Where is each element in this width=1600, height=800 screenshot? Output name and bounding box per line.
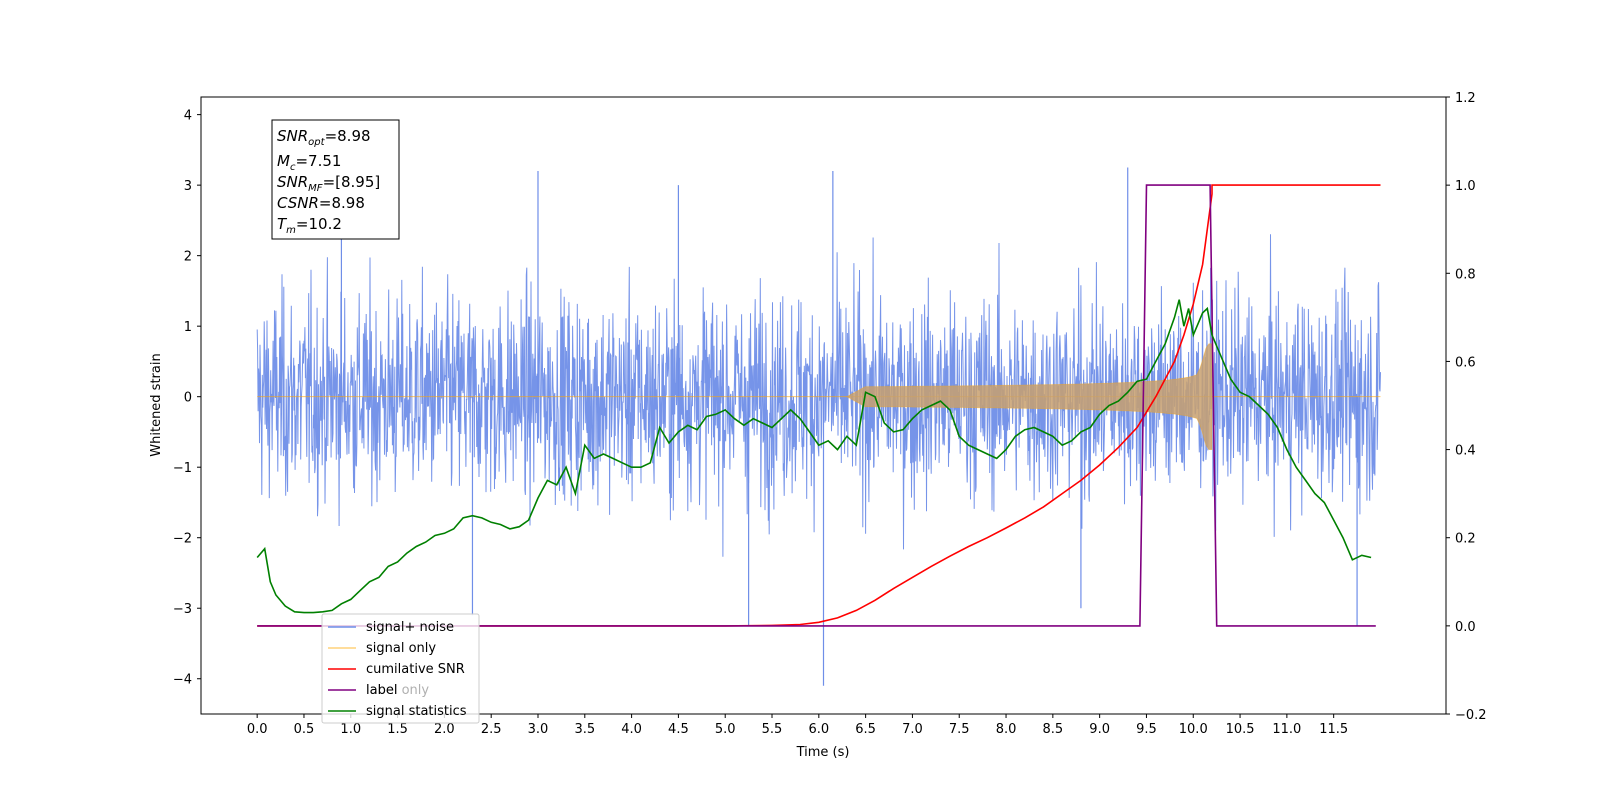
x-axis-label: Time (s) bbox=[796, 745, 850, 760]
x-tick-label: 10.0 bbox=[1179, 722, 1208, 737]
annotation-mc: Mc=7.51 bbox=[277, 152, 341, 173]
y2-tick-label: 0.8 bbox=[1455, 267, 1476, 282]
y2-tick-label: 1.0 bbox=[1455, 179, 1476, 194]
annotation-snr-opt: SNRopt=8.98 bbox=[277, 127, 371, 148]
x-tick-label: 9.0 bbox=[1089, 722, 1110, 737]
x-tick-label: 0.5 bbox=[294, 722, 315, 737]
legend: label only signal+ noise signal only cumil… bbox=[321, 613, 480, 724]
series-signal-only-chirp bbox=[846, 343, 1213, 450]
x-tick-label: 8.5 bbox=[1042, 722, 1063, 737]
y-tick-label: −3 bbox=[173, 602, 192, 617]
legend-label: signal statistics bbox=[366, 704, 467, 719]
y2-tick-label: 1.2 bbox=[1455, 91, 1476, 106]
y-tick-label: 4 bbox=[184, 109, 192, 124]
x-tick-label: 4.0 bbox=[621, 722, 642, 737]
annotation-snr-mf: SNRMF=[8.95] bbox=[277, 173, 380, 194]
annotation-frame bbox=[271, 119, 400, 240]
y-tick-label: −2 bbox=[173, 532, 192, 547]
annotation-box: SNRopt=8.98 Mc=7.51 SNRMF=[8.95] CSNR=8.… bbox=[271, 119, 400, 240]
x-axis: 0.0 0.5 1.0 1.5 2.0 2.5 3.0 3.5 4.0 4.5 5.0 5.5 6.0 6… bbox=[247, 714, 1348, 737]
y-tick-label: 3 bbox=[184, 179, 192, 194]
annotation-tm: Tm=10.2 bbox=[277, 215, 342, 236]
legend-frame bbox=[321, 613, 480, 724]
x-tick-label: 2.0 bbox=[434, 722, 455, 737]
x-tick-label: 2.5 bbox=[481, 722, 502, 737]
x-tick-label: 1.0 bbox=[340, 722, 361, 737]
series-signal-noise bbox=[256, 234, 1381, 557]
x-tick-label: 5.0 bbox=[715, 722, 736, 737]
series-cumulative-snr bbox=[257, 184, 1381, 627]
x-tick-label: 4.5 bbox=[668, 722, 689, 737]
y-axis-left: −4 −3 −2 −1 0 1 2 3 4 bbox=[173, 109, 201, 688]
x-tick-label: 6.5 bbox=[855, 722, 876, 737]
x-tick-label: 3.5 bbox=[574, 722, 595, 737]
x-tick-label: 7.0 bbox=[902, 722, 923, 737]
x-tick-label: 5.5 bbox=[762, 722, 783, 737]
legend-label: signal+ noise bbox=[366, 620, 454, 635]
x-tick-label: 1.5 bbox=[387, 722, 408, 737]
y2-tick-label: 0.6 bbox=[1455, 355, 1476, 370]
legend-label: signal only bbox=[366, 641, 436, 656]
x-tick-label: 11.5 bbox=[1319, 722, 1348, 737]
y-axis-right: −0.2 0.0 0.2 0.4 0.6 0.8 1.0 1.2 bbox=[1446, 91, 1487, 723]
y2-tick-label: 0.2 bbox=[1455, 532, 1476, 547]
x-tick-label: 7.5 bbox=[949, 722, 970, 737]
y-tick-label: 0 bbox=[184, 391, 192, 406]
legend-label: cumilative SNR bbox=[366, 662, 465, 677]
y-tick-label: 1 bbox=[184, 320, 192, 335]
x-tick-label: 3.0 bbox=[528, 722, 549, 737]
legend-items: signal+ noise signal only cumilative SNR la… bbox=[328, 620, 467, 719]
y-tick-label: −1 bbox=[173, 461, 192, 476]
plot-frame bbox=[200, 96, 1447, 715]
x-tick-label: 0.0 bbox=[247, 722, 268, 737]
x-tick-label: 6.0 bbox=[808, 722, 829, 737]
y-axis-label: Whitened strain bbox=[149, 353, 164, 456]
x-tick-label: 8.0 bbox=[996, 722, 1017, 737]
legend-overlap-text: label only bbox=[366, 683, 429, 698]
series-signal-statistics bbox=[256, 299, 1372, 614]
legend-label: label bbox=[366, 683, 397, 698]
y2-tick-label: 0.0 bbox=[1455, 620, 1476, 635]
y2-tick-label: −0.2 bbox=[1455, 708, 1487, 723]
y-tick-label: −4 bbox=[173, 673, 192, 688]
x-tick-label: 9.5 bbox=[1136, 722, 1157, 737]
y2-tick-label: 0.4 bbox=[1455, 444, 1476, 459]
y-tick-label: 2 bbox=[184, 250, 192, 265]
annotation-csnr: CSNR=8.98 bbox=[277, 194, 365, 212]
x-tick-label: 11.0 bbox=[1272, 722, 1301, 737]
x-tick-label: 10.5 bbox=[1226, 722, 1255, 737]
series-label bbox=[257, 184, 1376, 627]
